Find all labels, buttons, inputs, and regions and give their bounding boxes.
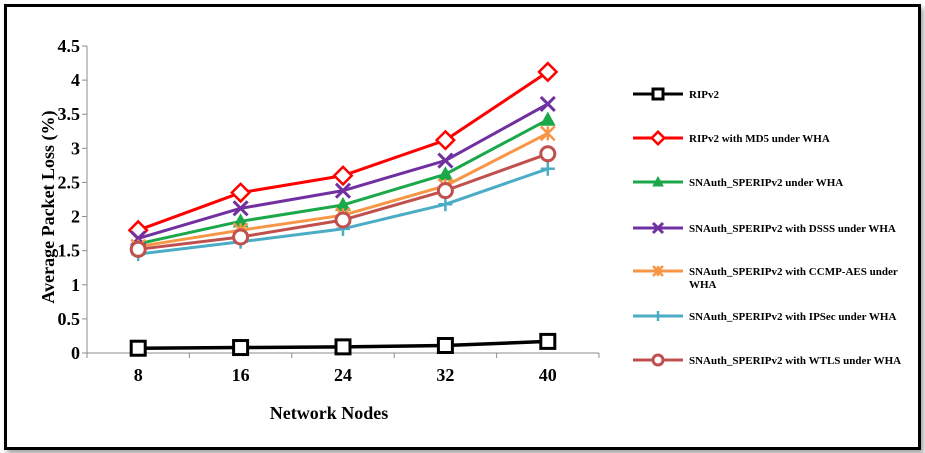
data-point-series-1 <box>232 339 250 357</box>
y-tick-label: 0 <box>71 343 80 363</box>
legend-label: SNAuth_SPERIPv2 with CCMP-AES under WHA <box>689 266 898 291</box>
x-tick-label: 40 <box>539 365 557 385</box>
y-tick-label: 3 <box>71 138 80 158</box>
y-tick-label: 0.5 <box>58 309 81 329</box>
data-point-series-5 <box>539 125 556 142</box>
data-point-series-7 <box>334 211 352 229</box>
data-point-series-4 <box>437 152 454 169</box>
x-axis-title: Network Nodes <box>270 403 389 423</box>
x-tick-labels: 8 16 24 32 40 <box>134 365 557 385</box>
y-tick-label: 4 <box>71 70 80 90</box>
legend-label: SNAuth_SPERIPv2 with DSSS under WHA <box>689 223 896 235</box>
legend-label: RIPv2 <box>689 89 719 101</box>
data-point-series-3 <box>437 166 454 181</box>
x-tick-label: 16 <box>232 365 250 385</box>
data-point-series-1 <box>436 336 454 354</box>
legend-marker <box>651 353 665 367</box>
legend-marker <box>652 175 664 187</box>
axes <box>82 45 600 358</box>
y-tick-label: 2 <box>71 207 80 227</box>
legend-marker <box>651 221 665 235</box>
data-point-series-7 <box>232 228 250 246</box>
y-tick-label: 1.5 <box>58 241 81 261</box>
data-point-series-2 <box>230 182 252 204</box>
legend-label: SNAuth_SPERIPv2 under WHA <box>689 177 843 189</box>
data-point-series-4 <box>539 95 556 113</box>
data-point-series-4 <box>232 200 249 217</box>
line-chart: 00.511.522.533.544.5 8 16 24 32 40 RIPv2RIPv… <box>38 36 901 423</box>
y-axis-title: Average Packet Loss (%) <box>38 110 59 303</box>
data-point-series-2 <box>332 165 354 187</box>
legend-marker <box>649 129 667 147</box>
data-point-series-6 <box>438 197 453 212</box>
data-point-series-6 <box>540 161 555 176</box>
legend: RIPv2 RIPv2 with MD5 under WHA SNAuth_SPER… <box>633 87 901 367</box>
data-point-series-2 <box>434 129 456 151</box>
x-tick-label: 24 <box>334 365 352 385</box>
y-tick-label: 3.5 <box>58 104 81 124</box>
legend-marker <box>651 87 665 101</box>
data-point-series-1 <box>129 339 147 357</box>
data-point-series-7 <box>129 240 147 258</box>
y-tick-label: 1 <box>71 275 80 295</box>
data-point-series-1 <box>334 338 352 356</box>
legend-label: SNAuth_SPERIPv2 with IPSec under WHA <box>689 311 896 323</box>
y-tick-label: 2.5 <box>58 172 81 192</box>
x-tick-label: 32 <box>436 365 454 385</box>
data-point-series-7 <box>539 145 557 163</box>
x-tick-label: 8 <box>134 365 143 385</box>
legend-label: RIPv2 with MD5 under WHA <box>689 133 830 145</box>
legend-marker <box>653 311 663 321</box>
y-tick-label: 4.5 <box>58 36 81 56</box>
legend-marker <box>652 265 664 277</box>
data-point-series-2 <box>537 61 559 83</box>
data-point-series-3 <box>539 111 556 126</box>
data-point-series-4 <box>334 182 352 199</box>
series-markers <box>127 61 559 357</box>
y-tick-labels: 0 0.5 1 1.5 2 2.5 3 3.5 4 4.5 <box>58 36 81 363</box>
data-point-series-7 <box>436 182 454 200</box>
data-point-series-1 <box>539 332 557 350</box>
chart-frame: 0 0.5 1 1.5 2 2.5 3 3.5 4 4.5 8 16 24 32 40 RIPv2 RIPv… <box>4 4 921 450</box>
legend-label: SNAuth_SPERIPv2 with WTLS under WHA <box>689 355 901 367</box>
